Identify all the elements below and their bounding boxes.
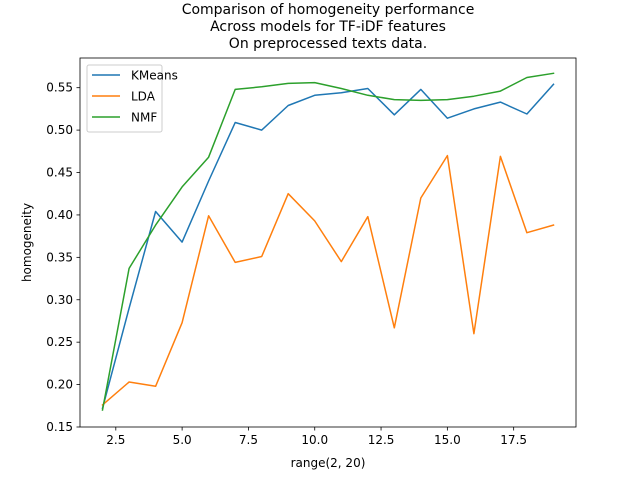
series-line-lda (101, 154, 555, 406)
legend: KMeans LDA NMF (86, 64, 178, 133)
x-axis-ticks: 2.5 5.0 7.5 10.0 12.5 15.0 17.5 (106, 427, 527, 447)
chart-title-line-1: Comparison of homogeneity performance (182, 2, 475, 18)
x-axis-label: range(2, 20) (291, 456, 366, 470)
x-tick-label: 17.5 (500, 433, 527, 447)
legend-label-lda: LDA (131, 90, 156, 104)
x-tick-label: 12.5 (368, 433, 395, 447)
y-axis-label: homogeneity (20, 203, 34, 282)
y-tick-label: 0.40 (46, 208, 73, 222)
y-tick-label: 0.20 (46, 378, 73, 392)
x-tick-label: 7.5 (239, 433, 258, 447)
x-tick-label: 2.5 (106, 433, 125, 447)
y-axis-ticks: 0.15 0.20 0.25 0.30 0.35 0.40 0.45 0.50 0.55 (46, 81, 80, 434)
legend-box (86, 64, 163, 133)
x-tick-label: 15.0 (434, 433, 461, 447)
y-tick-label: 0.35 (46, 250, 73, 264)
legend-label-nmf: NMF (131, 111, 157, 125)
x-tick-label: 5.0 (173, 433, 192, 447)
series-line-nmf (101, 72, 555, 411)
y-tick-label: 0.50 (46, 123, 73, 137)
series-lines (101, 72, 555, 411)
y-tick-label: 0.45 (46, 166, 73, 180)
plot-frame (79, 57, 577, 428)
x-tick-label: 10.0 (301, 433, 328, 447)
y-tick-label: 0.55 (46, 81, 73, 95)
legend-label-kmeans: KMeans (131, 69, 178, 83)
chart-title-line-2: Across models for TF-iDF features (210, 19, 446, 35)
y-tick-label: 0.15 (46, 420, 73, 434)
chart-title-line-3: On preprocessed texts data. (229, 36, 427, 52)
y-tick-label: 0.25 (46, 335, 73, 349)
y-tick-label: 0.30 (46, 293, 73, 307)
series-line-kmeans (101, 83, 555, 410)
